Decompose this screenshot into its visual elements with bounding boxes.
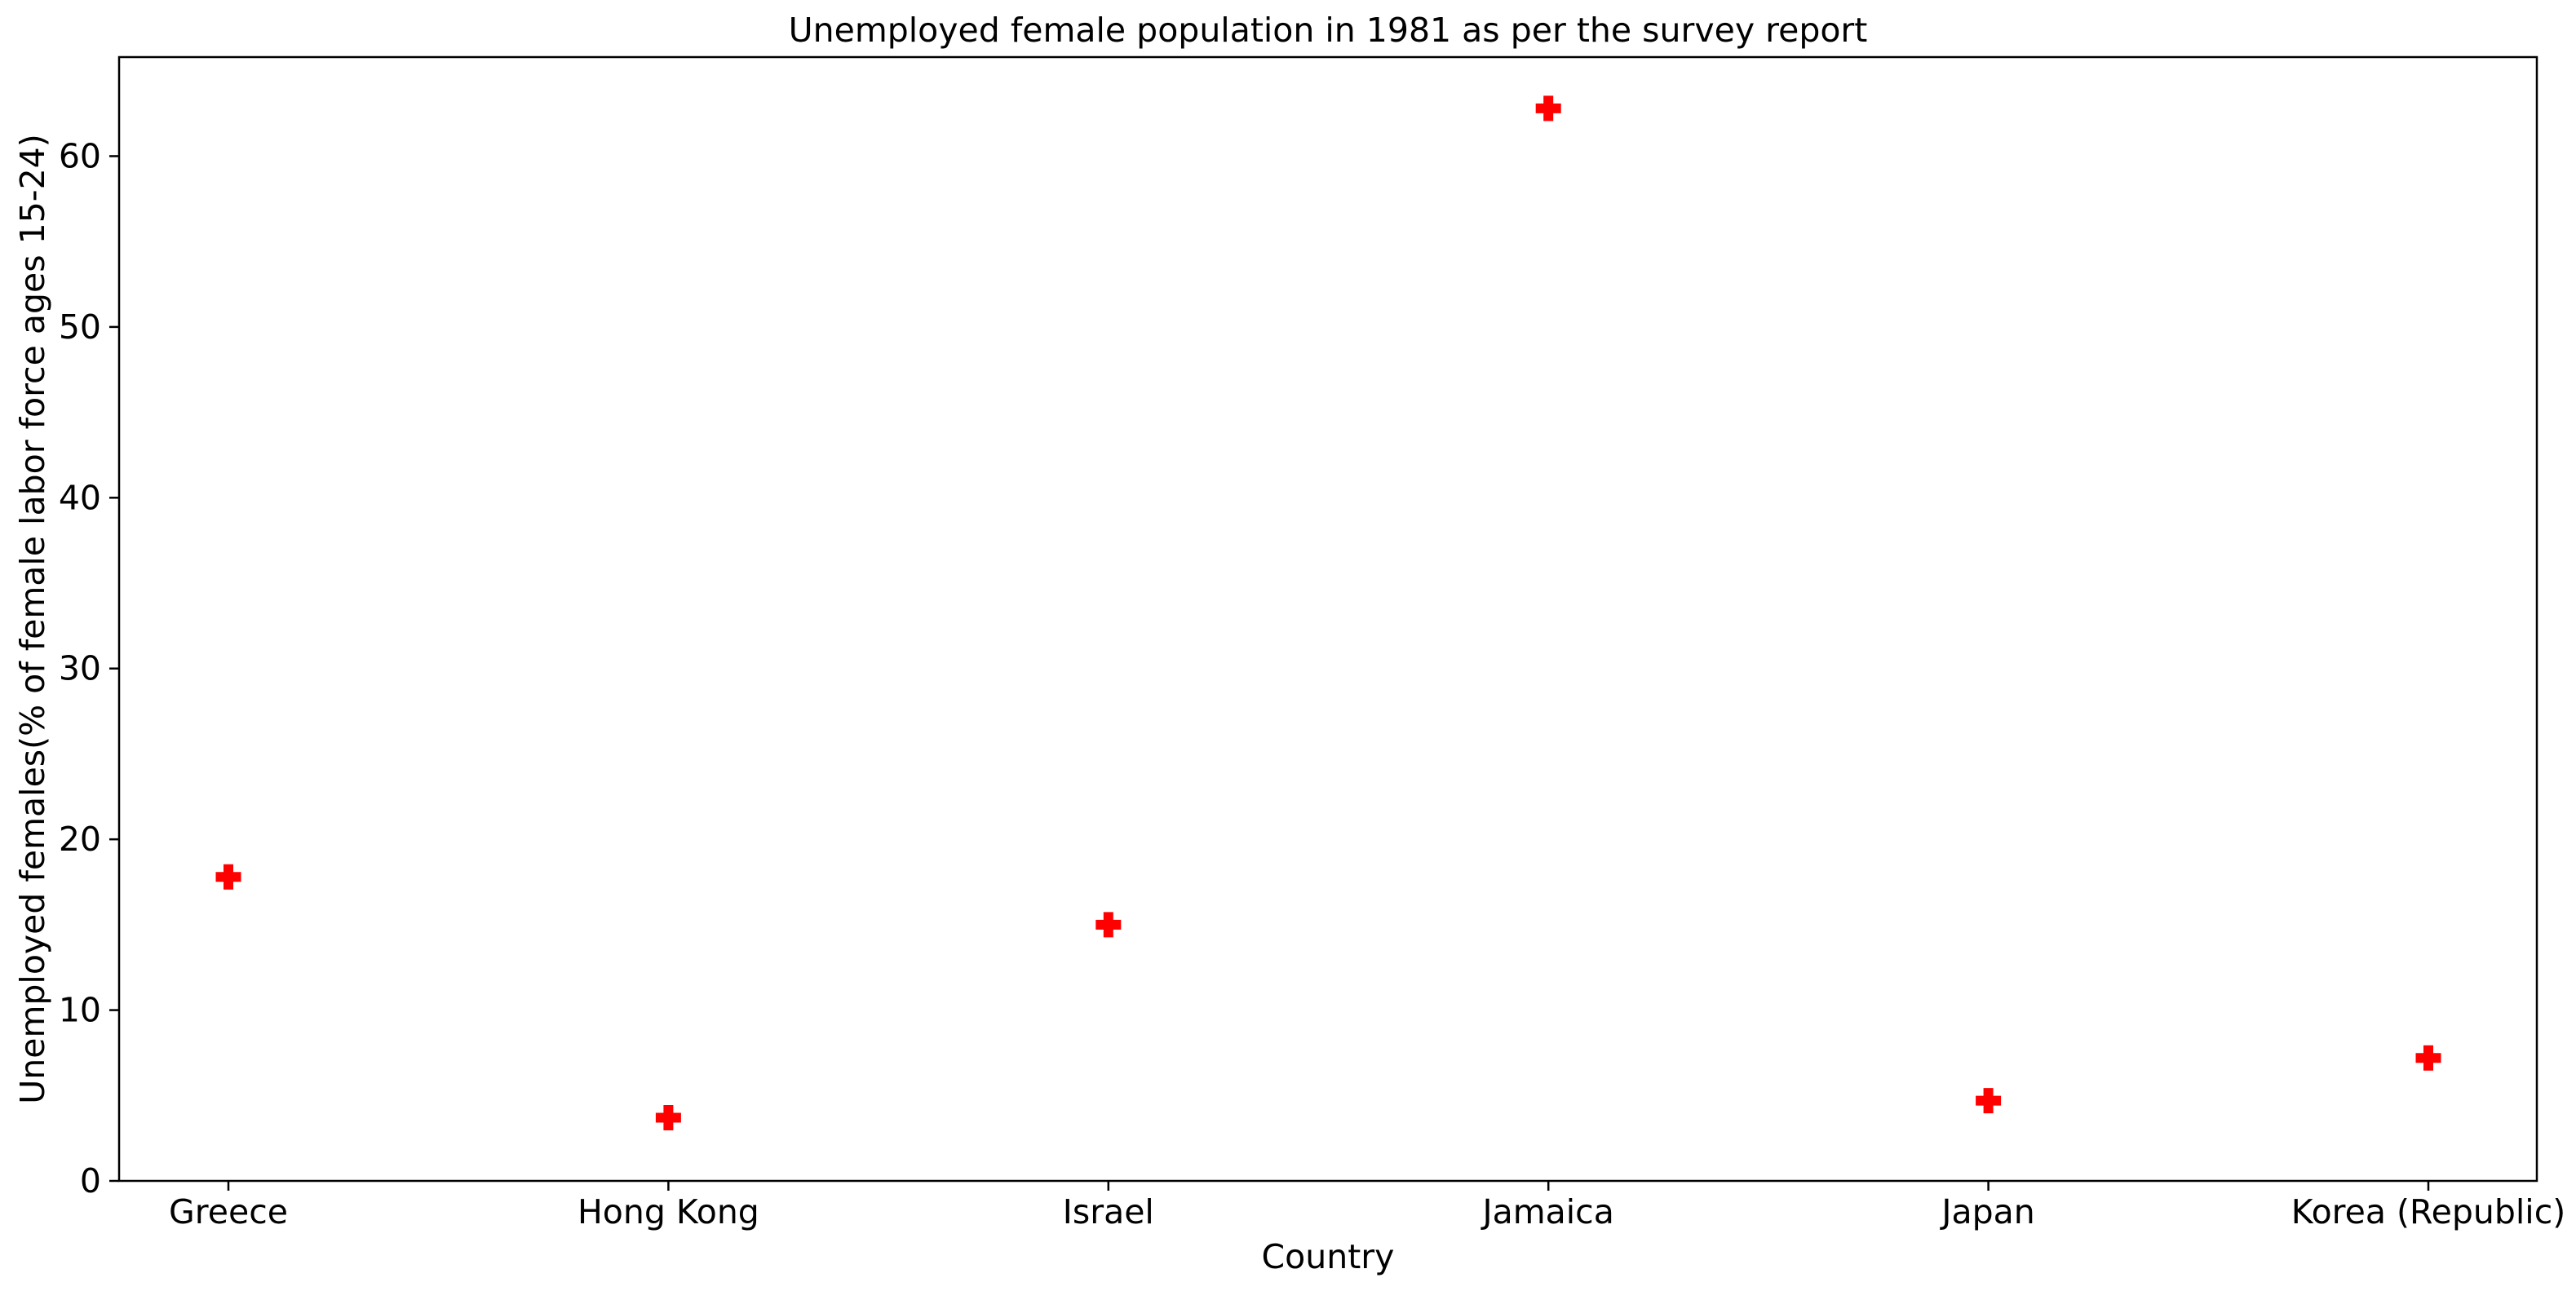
data-point — [1535, 95, 1561, 122]
y-axis: 0 10 20 30 40 50 60 — [59, 136, 119, 1200]
data-point — [1976, 1088, 2002, 1114]
y-tick-label: 30 — [59, 649, 101, 688]
x-tick-label: Greece — [169, 1192, 288, 1231]
y-tick-label: 60 — [59, 136, 101, 175]
x-tick-label: Hong Kong — [578, 1192, 759, 1231]
data-point — [215, 864, 241, 890]
y-tick-label: 10 — [59, 991, 101, 1030]
y-tick-label: 0 — [80, 1161, 101, 1200]
plot-area-frame — [117, 55, 2538, 1183]
y-tick-label: 50 — [59, 307, 101, 347]
x-axis: Greece Hong Kong Israel Jamaica Japan Korea (… — [169, 1181, 2565, 1231]
data-point — [1095, 912, 1122, 938]
x-axis-label: Country — [1262, 1237, 1395, 1276]
y-tick-label: 40 — [59, 478, 101, 517]
x-tick-label: Korea (Republic) — [2291, 1192, 2566, 1231]
data-point — [2415, 1045, 2441, 1071]
x-tick-label: Jamaica — [1481, 1192, 1614, 1231]
data-point — [655, 1105, 681, 1131]
chart-title: Unemployed female population in 1981 as … — [789, 11, 1868, 50]
y-axis-label: Unemployed females(% of female labor for… — [13, 134, 52, 1104]
x-tick-label: Israel — [1063, 1192, 1154, 1231]
y-tick-label: 20 — [59, 820, 101, 859]
x-tick-label: Japan — [1939, 1192, 2034, 1231]
data-points — [215, 95, 2441, 1131]
